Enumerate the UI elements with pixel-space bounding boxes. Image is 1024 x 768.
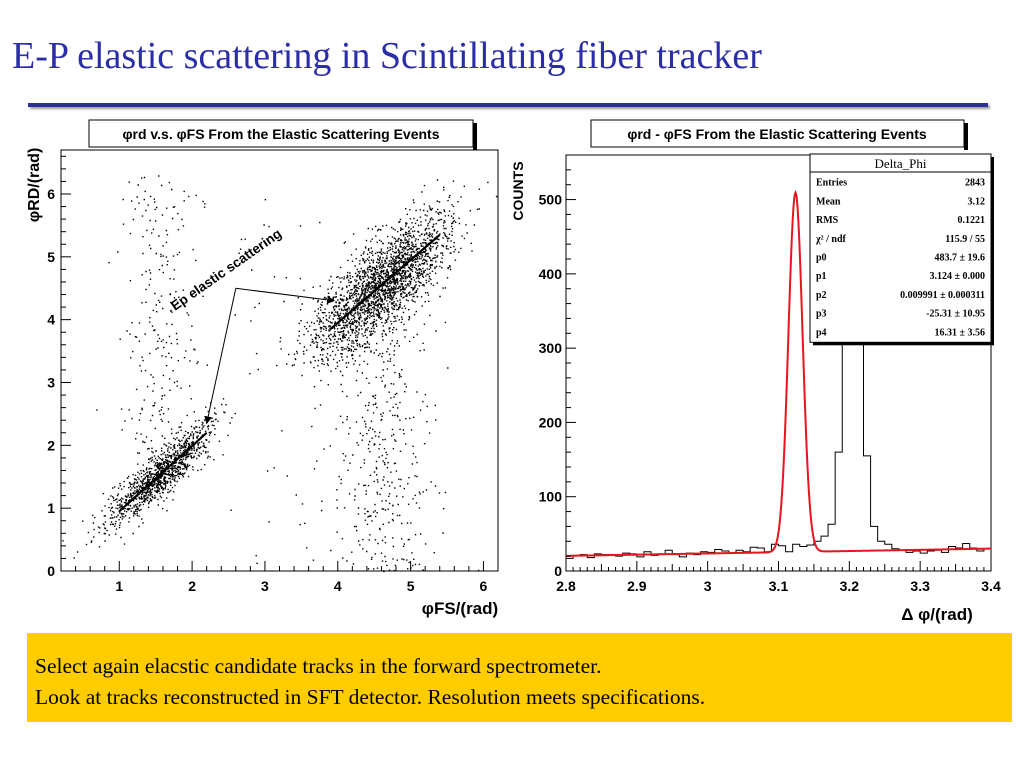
y-tick-label: 2 xyxy=(47,437,55,453)
arrow-low xyxy=(204,288,237,425)
x-tick-label: 4 xyxy=(334,578,342,594)
stats-label: RMS xyxy=(816,215,839,226)
fit-line xyxy=(118,431,208,513)
x-tick-label: 5 xyxy=(407,578,415,594)
title-rule xyxy=(28,103,988,107)
y-tick-label: 200 xyxy=(539,414,563,430)
y-tick-label: 6 xyxy=(47,186,55,202)
histogram-title-shadow xyxy=(964,123,968,150)
histogram-x-label: Δ φ/(rad) xyxy=(901,605,973,624)
slide-title: E-P elastic scattering in Scintillating … xyxy=(12,35,762,77)
x-tick-label: 3 xyxy=(261,578,269,594)
stats-value: 483.7 ± 19.6 xyxy=(935,253,986,264)
fit-line xyxy=(329,233,441,330)
y-tick-label: 500 xyxy=(539,192,563,208)
x-tick-label: 2 xyxy=(188,578,196,594)
scatter-y-label: φRD/(rad) xyxy=(26,148,43,223)
histogram-y-ticks: 0 100 200 300 400 500 xyxy=(539,169,576,579)
stats-value: 0.009991 ± 0.000311 xyxy=(900,290,985,301)
x-tick-label: 3.2 xyxy=(840,578,860,594)
scatter-background xyxy=(20,115,510,625)
scatter-y-ticks: 0 1 2 3 4 5 6 xyxy=(47,155,71,579)
stats-label: χ² / ndf xyxy=(815,234,847,245)
scatter-x-label: φFS/(rad) xyxy=(422,599,498,618)
caption-line-1: Select again elacstic candidate tracks i… xyxy=(35,654,602,678)
arrow-high xyxy=(235,287,336,304)
y-tick-label: 0 xyxy=(47,563,55,579)
stats-value: 3.12 xyxy=(968,196,986,207)
annotation-arrows xyxy=(204,287,336,425)
y-tick-label: 4 xyxy=(47,312,55,328)
histogram-chart: 2.8 2.9 3 3.1 3.2 3.3 3.4 0 100 200 300 400 500 φrd… xyxy=(505,115,1015,630)
stats-label: p1 xyxy=(816,271,827,282)
histogram-y-label: COUNTS xyxy=(510,161,526,220)
stats-label: p4 xyxy=(816,327,827,338)
caption-line-2: Look at tracks reconstructed in SFT dete… xyxy=(35,685,706,709)
histogram-fit-curve xyxy=(565,189,992,557)
x-tick-label: 3.4 xyxy=(981,578,1001,594)
fit-curve xyxy=(565,189,992,557)
caption-box: Select again elacstic candidate tracks i… xyxy=(27,633,1012,722)
y-tick-label: 3 xyxy=(47,374,55,390)
y-tick-label: 0 xyxy=(554,563,562,579)
histogram-title-box xyxy=(590,119,965,148)
scatter-chart: 1 2 3 4 5 6 0 1 2 3 4 5 6 φrd v.s. φFS From the Ela… xyxy=(20,115,510,625)
stats-label: p0 xyxy=(816,253,827,264)
stats-value: 16.31 ± 3.56 xyxy=(935,327,986,338)
x-tick-label: 3.3 xyxy=(910,578,930,594)
stats-value: 2843 xyxy=(965,178,985,189)
histogram-title: φrd - φFS From the Elastic Scattering Ev… xyxy=(627,126,927,142)
histogram-bars xyxy=(565,176,992,571)
x-tick-label: 3 xyxy=(704,578,712,594)
y-tick-label: 300 xyxy=(539,340,563,356)
x-tick-label: 6 xyxy=(480,578,488,594)
histogram-x-ticks: 2.8 2.9 3 3.1 3.2 3.3 3.4 xyxy=(556,561,1001,594)
scatter-points xyxy=(62,175,498,573)
scatter-fit-lines xyxy=(118,233,441,513)
y-tick-label: 400 xyxy=(539,266,563,282)
stats-value: 0.1221 xyxy=(958,215,986,226)
scatter-x-ticks: 1 2 3 4 5 6 xyxy=(60,561,499,594)
y-tick-label: 5 xyxy=(47,249,55,265)
stats-label: p3 xyxy=(816,309,827,320)
y-tick-label: 100 xyxy=(539,489,563,505)
stats-value: 115.9 / 55 xyxy=(945,234,985,245)
stats-label: p2 xyxy=(816,290,827,301)
x-tick-label: 2.9 xyxy=(627,578,647,594)
histogram-outline xyxy=(565,176,992,571)
scatter-title: φrd v.s. φFS From the Elastic Scattering… xyxy=(123,126,440,142)
x-tick-label: 1 xyxy=(115,578,123,594)
x-tick-label: 2.8 xyxy=(556,578,576,594)
stats-box: Delta_Phi Entries 2843 Mean 3.12 RMS 0.1221 χ² … xyxy=(809,153,994,346)
x-tick-label: 3.1 xyxy=(769,578,789,594)
stats-label: Mean xyxy=(816,196,841,207)
stats-label: Entries xyxy=(816,178,847,189)
y-tick-label: 1 xyxy=(47,500,55,516)
scatter-title-shadow xyxy=(473,123,477,150)
stats-box-name: Delta_Phi xyxy=(875,156,927,171)
stats-value: -25.31 ± 10.95 xyxy=(926,309,985,320)
scatter-title-box xyxy=(88,119,474,148)
stats-value: 3.124 ± 0.000 xyxy=(930,271,986,282)
